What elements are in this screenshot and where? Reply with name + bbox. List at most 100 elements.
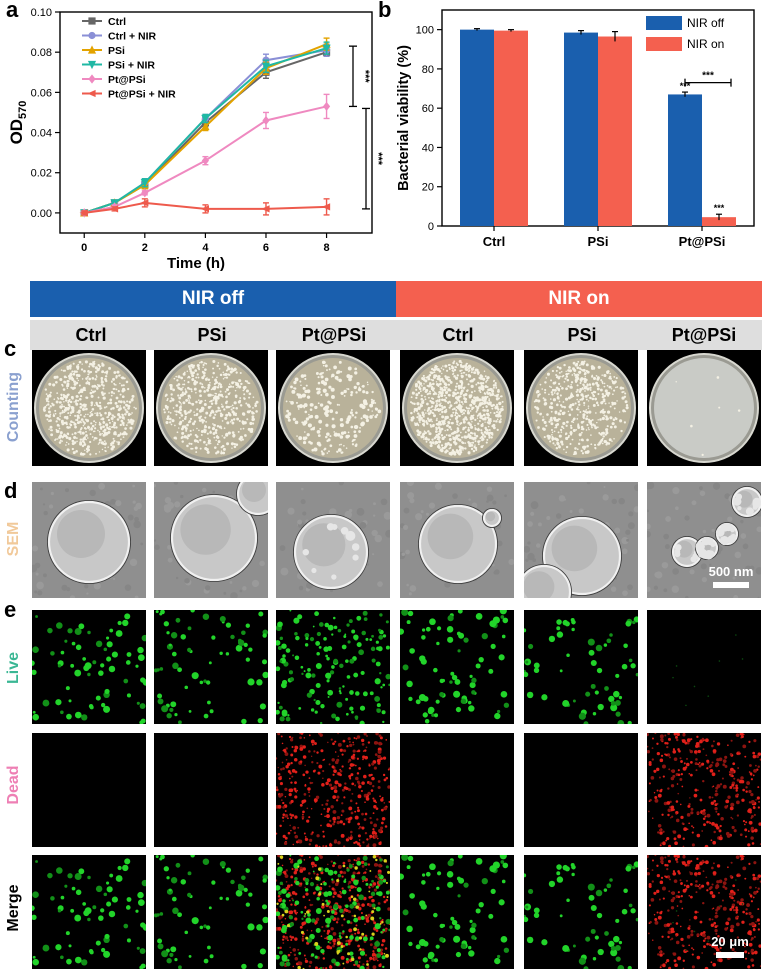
dead-cell-signal — [285, 764, 289, 769]
colony — [574, 376, 577, 379]
live-cell-signal — [108, 910, 116, 918]
chart-a-legend-marker-0 — [88, 17, 96, 25]
dead-cell-signal — [715, 764, 719, 768]
colony — [437, 393, 440, 396]
colony — [114, 401, 118, 405]
colony — [470, 391, 474, 394]
dead-cell-signal — [306, 819, 310, 823]
colony — [86, 380, 89, 383]
sem-noise — [174, 501, 181, 508]
colony — [300, 374, 305, 378]
colony — [587, 427, 590, 429]
colony — [221, 420, 224, 422]
dead-cell-signal — [277, 766, 279, 769]
colony — [479, 391, 482, 394]
colony — [211, 376, 214, 378]
live-cell-signal — [259, 703, 266, 710]
chart-b-ytick-label-0: 0 — [428, 221, 434, 233]
dead-cell-signal — [361, 865, 365, 868]
sem-scale-bar: 500 nm — [704, 564, 758, 588]
colony — [55, 380, 58, 384]
dead-cell-signal — [702, 779, 705, 783]
colony — [180, 376, 184, 380]
sem-cell-debris — [302, 548, 310, 556]
colony — [201, 376, 205, 380]
colony — [497, 390, 500, 393]
colony — [296, 435, 298, 437]
colony — [337, 448, 342, 452]
chart-a-point-3-5 — [322, 44, 331, 53]
live-cell-signal — [74, 914, 82, 922]
live-image-ctrl-nir-on — [400, 610, 514, 724]
colony — [112, 377, 115, 381]
live-cell-signal — [478, 656, 484, 663]
sem-noise — [279, 545, 286, 552]
dead-cell-signal — [356, 757, 360, 760]
live-cell-signal — [139, 720, 144, 724]
colony — [316, 429, 321, 434]
dead-cell-signal — [647, 810, 650, 813]
sem-noise — [611, 498, 618, 505]
colony — [478, 389, 481, 392]
colony — [321, 452, 325, 456]
colony — [102, 396, 106, 400]
colony — [124, 413, 126, 415]
dead-cell-signal — [320, 935, 323, 938]
colony — [455, 385, 458, 388]
colony — [466, 411, 470, 415]
colony — [219, 409, 222, 412]
live-cell-signal — [439, 678, 445, 684]
colony — [73, 382, 77, 386]
live-cell-signal — [163, 621, 169, 627]
colony — [587, 405, 590, 407]
colony — [481, 389, 484, 391]
colony — [582, 410, 585, 413]
sem-cell-debris — [347, 533, 353, 539]
live-cell-signal — [105, 636, 110, 640]
colony — [438, 430, 440, 433]
colony — [175, 413, 178, 416]
sem-noise — [154, 483, 157, 488]
colony — [452, 437, 456, 440]
colony — [462, 412, 466, 415]
sem-image-ptpsi-nir-on — [647, 482, 761, 598]
colony — [622, 387, 625, 390]
dead-cell-signal — [351, 792, 354, 795]
colony — [96, 384, 99, 386]
colony — [351, 443, 355, 446]
colony — [182, 401, 186, 405]
colony — [119, 405, 122, 407]
live-cell-signal — [106, 641, 113, 648]
live-cell-signal — [67, 873, 73, 879]
colony — [195, 400, 198, 404]
live-cell-signal — [361, 630, 366, 636]
colony — [217, 393, 221, 397]
dead-cell-signal — [332, 742, 335, 746]
sem-noise — [525, 558, 529, 562]
colony — [484, 392, 486, 394]
sem-noise — [403, 507, 410, 514]
colony — [459, 445, 463, 449]
colony — [87, 413, 89, 416]
sem-noise — [675, 506, 679, 511]
colony — [563, 380, 566, 383]
colony — [85, 407, 88, 411]
sem-noise — [201, 487, 207, 493]
live-cell-signal — [66, 713, 72, 720]
sem-noise — [663, 588, 668, 593]
colony — [551, 431, 554, 434]
dead-cell-signal — [294, 815, 298, 819]
live-cell-signal — [556, 619, 562, 625]
dead-cell-signal — [712, 740, 715, 743]
live-cell-signal — [64, 884, 68, 888]
dead-cell-signal — [380, 826, 384, 830]
colony — [535, 391, 539, 394]
colony — [122, 406, 126, 409]
live-cell-signal — [137, 654, 145, 661]
colony — [568, 413, 572, 417]
colony — [565, 445, 569, 449]
colony — [353, 430, 357, 434]
colony — [551, 393, 554, 396]
live-cell-signal — [338, 690, 342, 693]
colony — [462, 371, 465, 374]
